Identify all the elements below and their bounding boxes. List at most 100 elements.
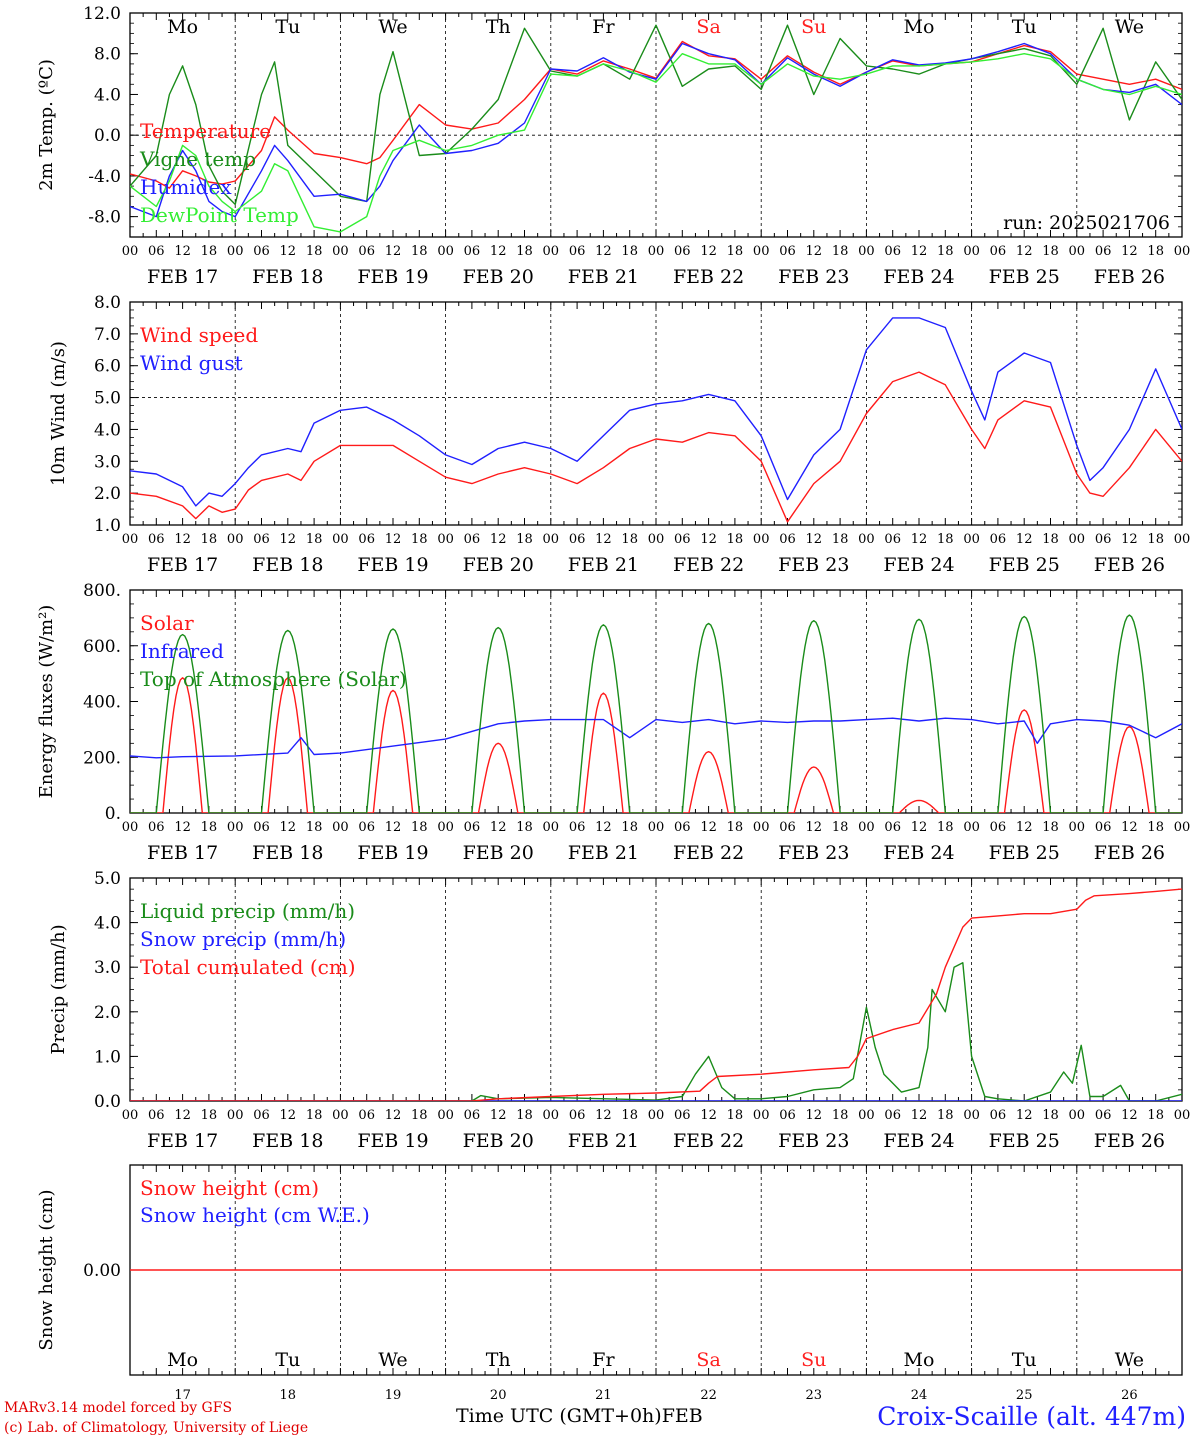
day-number-label: 23 [806,1388,823,1403]
date-label: FEB 21 [568,842,639,864]
legend-entry: Solar [140,611,194,635]
panel-snow: 0.00 Snow height (cm) Mo Tu We Th Fr Sa Su Mo Tu We… [36,1164,1183,1403]
weekday-label: Tu [1012,1349,1037,1371]
date-label: FEB 25 [989,554,1060,576]
weekday-label: Fr [592,16,615,38]
hour-tick-label: 06 [779,820,796,835]
hour-tick-label: 18 [832,244,849,259]
hour-tick-label: 00 [963,820,980,835]
date-label: FEB 21 [568,554,639,576]
series-line-dewpoint-temp [130,53,1182,233]
date-label: FEB 20 [463,554,534,576]
model-credit: MARv3.14 model forced by GFS [4,1400,233,1416]
series-line-total-cumulated-cm- [130,888,1182,1101]
y-tick-label: 8.0 [94,45,121,65]
hour-tick-label: 18 [201,1108,218,1123]
weekday-label: Tu [275,16,300,38]
hour-tick-label: 06 [569,1108,586,1123]
panel-temperature: -8.0 -4.0 0.0 4.0 8.0 12.0 2m Temp. (ºC) 00 06 12… [36,4,1190,288]
date-label: FEB 19 [357,1130,428,1152]
date-label: FEB 24 [883,842,954,864]
hour-tick-label: 12 [806,244,823,259]
hour-tick-label: 06 [148,820,165,835]
hour-tick-label: 12 [911,820,928,835]
hour-tick-label: 18 [201,532,218,547]
hour-tick-label: 18 [937,244,954,259]
hour-tick-label: 18 [516,1108,533,1123]
legend-entry: Humidex [140,175,232,199]
hour-tick-label: 00 [963,244,980,259]
hour-tick-label: 00 [753,244,770,259]
date-label: FEB 20 [463,266,534,288]
hour-tick-label: 06 [884,244,901,259]
hour-tick-label: 12 [490,1108,507,1123]
hour-tick-label: 18 [201,244,218,259]
y-tick-label: 0.00 [83,1261,121,1281]
hour-tick-label: 06 [674,1108,691,1123]
day-number-label: 18 [280,1388,297,1403]
legend-entry: Liquid precip (mm/h) [140,899,355,923]
y-tick-label: 0.0 [94,126,121,146]
hour-tick-label: 18 [727,532,744,547]
hour-tick-label: 18 [1042,532,1059,547]
hour-tick-label: 18 [516,532,533,547]
hour-tick-label: 06 [148,1108,165,1123]
y-tick-label: 3.0 [94,958,121,978]
hour-tick-label: 12 [595,1108,612,1123]
y-tick-label: 1.0 [94,516,121,536]
y-tick-label: 7.0 [94,325,121,345]
y-axis-label: Energy fluxes (W/m²) [36,605,57,799]
hour-tick-label: 12 [1121,820,1138,835]
hour-tick-label: 18 [621,1108,638,1123]
hour-tick-label: 06 [779,1108,796,1123]
panel-wind: 1.0 2.0 3.0 4.0 5.0 6.0 7.0 8.0 10m Wind (m/s) 00… [48,293,1190,576]
hour-tick-label: 18 [516,820,533,835]
y-tick-label: 200. [83,748,121,768]
series-group [130,317,1182,523]
hour-tick-label: 18 [306,1108,323,1123]
weekday-label: We [378,1349,407,1371]
lab-credit: (c) Lab. of Climatology, University of L… [4,1420,309,1436]
series-line-humidex [130,42,1182,218]
date-label: FEB 19 [357,266,428,288]
hour-tick-label: 12 [280,244,297,259]
hour-tick-label: 18 [937,1108,954,1123]
hour-tick-label: 18 [832,532,849,547]
hour-tick-label: 06 [569,532,586,547]
panel-energy: 0. 200. 400. 600. 800. Energy fluxes (W/m²) 00… [36,581,1190,864]
hour-tick-label: 18 [201,820,218,835]
legend-entry: Vigne temp [139,147,256,171]
series-line-temperature [130,40,1182,189]
hour-tick-label: 00 [858,820,875,835]
hour-tick-label: 00 [122,1108,139,1123]
hour-tick-label: 18 [411,244,428,259]
date-label: FEB 26 [1094,266,1165,288]
y-tick-label: 6.0 [94,357,121,377]
date-label: FEB 25 [989,842,1060,864]
weekday-label: Su [801,1349,826,1371]
date-label: FEB 19 [357,842,428,864]
date-label: FEB 24 [883,1130,954,1152]
y-tick-label: 2.0 [94,1003,121,1023]
y-tick-label: 4.0 [94,914,121,934]
hour-tick-label: 00 [858,532,875,547]
hour-tick-label: 00 [648,532,665,547]
y-axis-label: Precip (mm/h) [48,924,69,1054]
hour-tick-label: 18 [832,820,849,835]
hour-tick-label: 06 [358,820,375,835]
hour-tick-label: 00 [1174,532,1191,547]
date-label: FEB 18 [252,1130,323,1152]
hour-tick-label: 12 [280,532,297,547]
date-label: FEB 23 [778,1130,849,1152]
weekday-label: We [1115,1349,1144,1371]
hour-tick-label: 00 [1174,820,1191,835]
hour-tick-label: 18 [1042,1108,1059,1123]
y-axis-label: Snow height (cm) [36,1189,57,1350]
hour-tick-label: 00 [648,820,665,835]
y-tick-label: 5.0 [94,869,121,889]
day-number-label: 26 [1121,1388,1138,1403]
date-label: FEB 17 [147,842,218,864]
hour-tick-label: 18 [411,820,428,835]
weekday-label: Mo [904,16,935,38]
weekday-label: Th [486,16,511,38]
